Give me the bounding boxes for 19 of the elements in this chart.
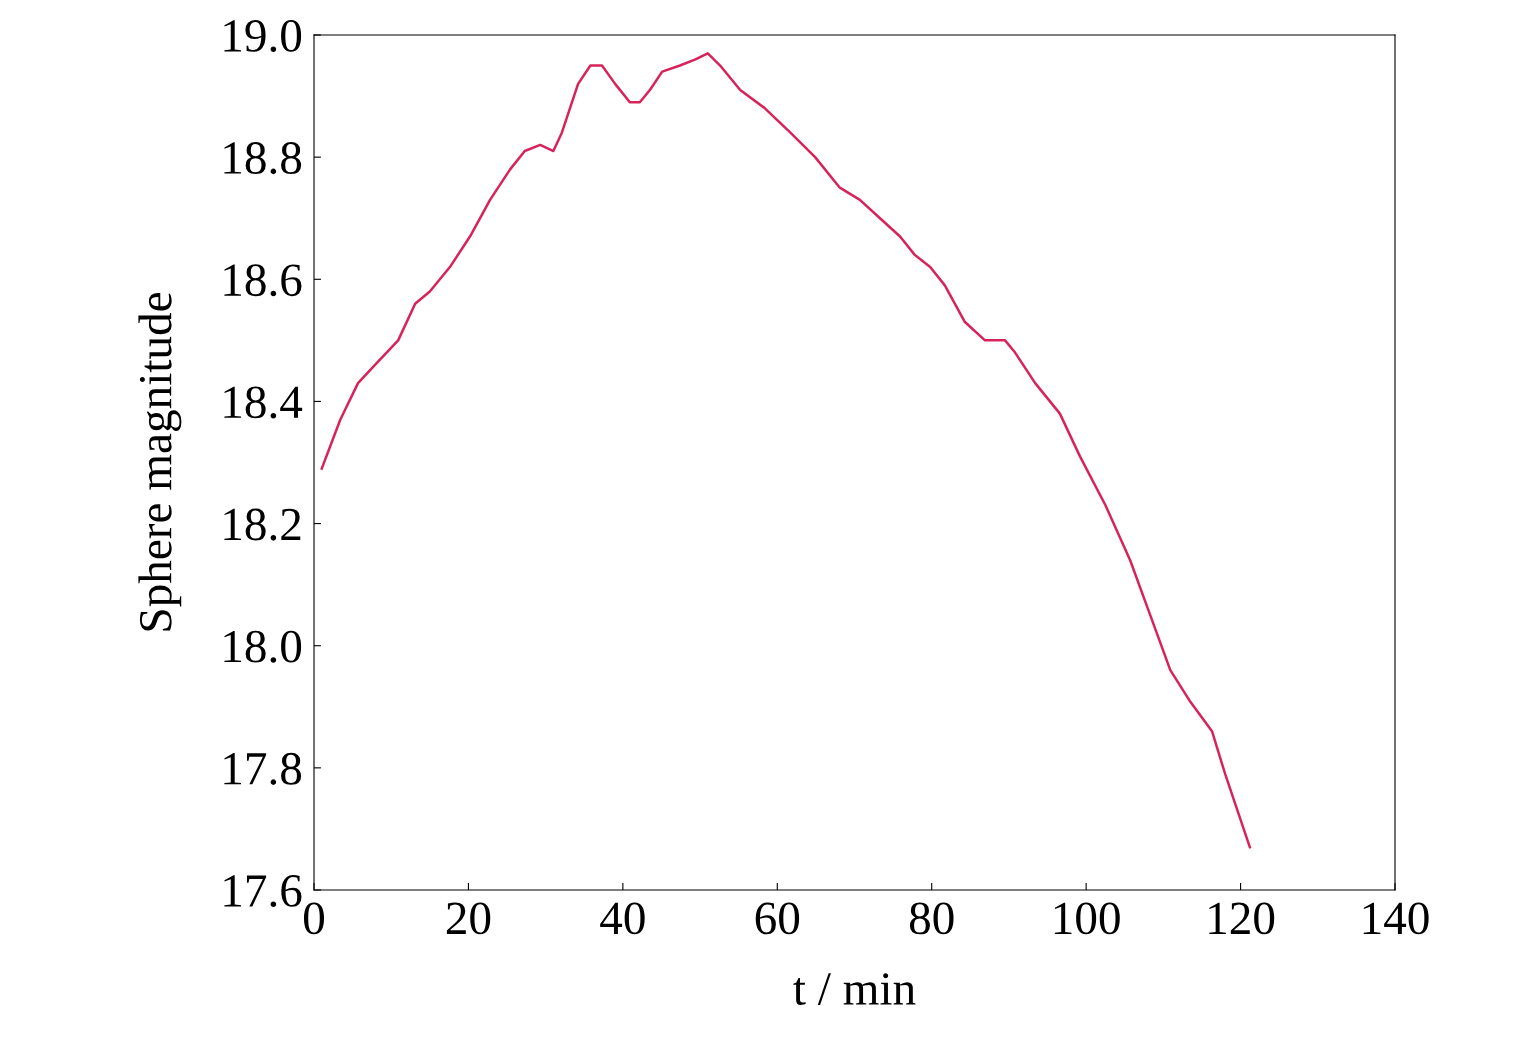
x-axis-title: t / min: [793, 973, 916, 1005]
y-tick-label: 18.8: [224, 142, 302, 175]
x-tick-label: 20: [446, 902, 491, 935]
y-tick-label: 18.0: [224, 630, 302, 663]
y-tick-label: 18.2: [224, 508, 301, 541]
x-tick-label: 0: [303, 902, 325, 935]
x-tick-label: 40: [600, 902, 645, 935]
y-tick-label: 18.6: [224, 264, 302, 297]
x-tick-label: 120: [1209, 902, 1275, 935]
x-tick-label: 140: [1363, 902, 1429, 935]
x-tick-label: 100: [1054, 902, 1120, 935]
x-tick-label: 60: [755, 902, 800, 935]
y-tick-label: 17.8: [224, 752, 302, 785]
y-tick-label: 19.0: [224, 19, 302, 53]
y-tick-label: 18.4: [224, 386, 303, 419]
y-tick-label: 17.6: [224, 875, 302, 908]
line-series: [320, 52, 1252, 849]
x-tick-label: 80: [909, 902, 954, 935]
y-axis-title: Sphere magnitude: [138, 293, 182, 631]
